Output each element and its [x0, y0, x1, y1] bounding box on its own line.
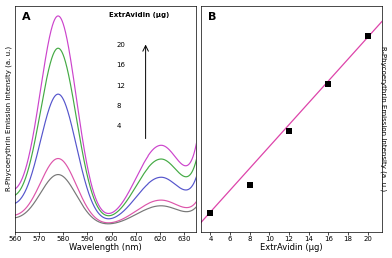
Text: B: B [208, 12, 216, 22]
Text: A: A [22, 12, 31, 22]
Text: 16: 16 [116, 62, 125, 68]
Point [325, 82, 331, 86]
Point [365, 34, 371, 38]
Y-axis label: R-Phycoerythrin Emission Intensity (a. u.): R-Phycoerythrin Emission Intensity (a. u… [380, 46, 387, 191]
Point [207, 211, 214, 215]
X-axis label: Wavelength (nm): Wavelength (nm) [69, 244, 142, 252]
X-axis label: ExtrAvidin (μg): ExtrAvidin (μg) [260, 244, 323, 252]
Y-axis label: R-Phycoerythrin Emission Intensity (a. u.): R-Phycoerythrin Emission Intensity (a. u… [5, 46, 12, 191]
Point [286, 129, 292, 133]
Text: ExtrAvidin (μg): ExtrAvidin (μg) [109, 12, 169, 18]
Text: 20: 20 [116, 42, 125, 48]
Text: 12: 12 [116, 83, 125, 88]
Point [247, 182, 253, 187]
Text: 8: 8 [116, 103, 121, 109]
Text: 4: 4 [116, 123, 121, 129]
